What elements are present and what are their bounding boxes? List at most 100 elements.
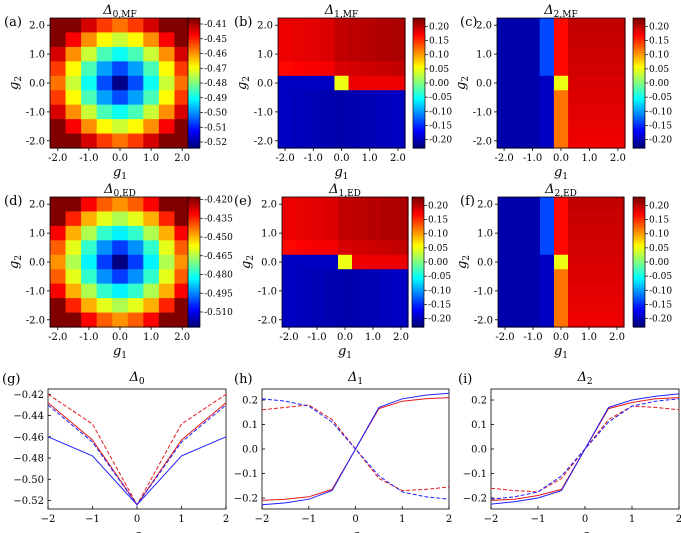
colorbar-segment <box>412 205 424 209</box>
heatmap-cell <box>525 18 541 34</box>
colorbar-segment <box>413 87 425 91</box>
heatmap-cell <box>112 225 129 241</box>
heatmap-cell <box>324 225 339 241</box>
x-tick-label: -2.0 <box>275 153 294 164</box>
colorbar-segment <box>633 111 645 114</box>
heatmap-cell <box>292 133 307 149</box>
x-tick-label: 2 <box>676 514 681 525</box>
heatmap-cell <box>158 197 176 213</box>
colorbar-segment <box>412 296 424 300</box>
heatmap-cell <box>334 75 350 91</box>
colorbar-segment <box>412 220 424 224</box>
heatmap-cell <box>498 197 513 213</box>
colorbar-segment <box>413 31 425 34</box>
heatmap-cell <box>143 211 160 227</box>
colorbar-segment <box>188 67 200 71</box>
colorbar-segment <box>413 33 425 36</box>
y-axis-label: g2 <box>454 76 471 90</box>
heatmap-cell <box>112 32 129 48</box>
heatmap-cell <box>610 225 625 241</box>
heatmap-cell <box>526 312 541 328</box>
heatmap-cell <box>306 75 321 91</box>
heatmap-cell <box>568 75 583 91</box>
lineplot-g: −2 −1 0 1 2 −0.42 −0.44 −0.46 −0.48 −0.50 −0.52 g Δ0… <box>2 370 229 533</box>
colorbar-segment <box>188 322 200 326</box>
colorbar-segment <box>633 80 645 84</box>
colorbar-segment <box>188 290 200 293</box>
heatmap-cell <box>582 211 597 227</box>
heatmap-cell <box>158 211 176 227</box>
colorbar-segment <box>188 74 200 78</box>
colorbar-segment <box>413 26 425 30</box>
colorbar-segment <box>412 318 424 322</box>
x-tick-label: 1.0 <box>581 153 597 164</box>
heatmap-cell <box>582 240 597 256</box>
colorbar-tick-label: -0.05 <box>428 272 451 282</box>
heatmap-cell <box>394 312 409 328</box>
heatmap-cell <box>127 18 144 34</box>
heatmap-cell <box>366 240 381 256</box>
colorbar-segment <box>633 283 645 287</box>
heatmap-cell <box>174 254 191 270</box>
heatmap-cell <box>348 133 364 149</box>
x-tick-label: 2.0 <box>174 153 190 164</box>
heatmap-cell <box>50 75 67 91</box>
heatmap-cell <box>96 104 113 120</box>
colorbar-tick-label: -0.15 <box>428 300 451 310</box>
heatmap-cell <box>582 46 598 62</box>
heatmap-cell <box>158 225 176 241</box>
heatmap-cell <box>553 75 569 91</box>
colorbar-segment <box>188 18 200 21</box>
heatmap-cell <box>65 269 82 285</box>
heatmap-cell <box>65 61 82 77</box>
colorbar-segment <box>633 128 645 132</box>
colorbar-segment <box>413 61 425 65</box>
colorbar-segment <box>633 141 645 145</box>
heatmap-cell <box>596 18 612 34</box>
colorbar-segment <box>412 298 424 302</box>
heatmap-cell <box>338 269 353 285</box>
heatmap-cell <box>610 104 626 120</box>
heatmap-cell <box>526 211 541 227</box>
colorbar-segment <box>633 203 645 207</box>
colorbar-segment <box>188 104 200 108</box>
colorbar-segment <box>188 292 200 296</box>
colorbar-tick-label: 0.05 <box>649 244 669 254</box>
colorbar-segment <box>188 52 200 56</box>
heatmap-cell <box>511 61 527 77</box>
heatmap-cell <box>526 225 541 241</box>
colorbar-segment <box>412 218 424 222</box>
heatmap-cell <box>352 225 367 241</box>
heatmap-cell <box>568 32 583 48</box>
heatmap-cell <box>497 75 512 91</box>
heatmap-cell <box>310 197 325 213</box>
heatmap-cell <box>158 240 176 256</box>
heatmap-cell <box>540 254 555 270</box>
heatmap-cell <box>282 211 297 227</box>
heatmap-cell <box>306 46 321 62</box>
heatmap-cell <box>143 32 160 48</box>
colorbar-segment <box>412 272 424 276</box>
heatmap-cell <box>174 225 191 241</box>
x-tick-label: −2 <box>41 514 56 525</box>
colorbar-segment <box>633 44 645 47</box>
heatmap-cell <box>498 312 513 328</box>
y-tick-label: -2.0 <box>254 136 273 147</box>
colorbar-segment <box>188 205 200 209</box>
colorbar-segment <box>188 272 200 276</box>
y-tick-label: 0.1 <box>471 420 487 431</box>
heatmap-cell <box>127 240 144 256</box>
colorbar-segment <box>633 220 645 224</box>
colorbar-segment <box>413 135 425 138</box>
colorbar-segment <box>633 197 645 200</box>
colorbar-segment <box>188 87 200 91</box>
heatmap-cell <box>65 240 82 256</box>
colorbar-segment <box>188 54 200 58</box>
colorbar-segment <box>188 275 200 278</box>
colorbar-segment <box>633 61 645 65</box>
heatmap-cell <box>296 312 311 328</box>
colorbar-segment <box>188 96 200 99</box>
heatmap-b: -2.0 -1.0 0.0 1.0 2.0 2.0 1.0 0.0 -1.0 -2.0 g1 g2 Δ1… <box>234 3 452 182</box>
colorbar-segment <box>413 145 425 149</box>
heatmap-cell <box>292 75 307 91</box>
